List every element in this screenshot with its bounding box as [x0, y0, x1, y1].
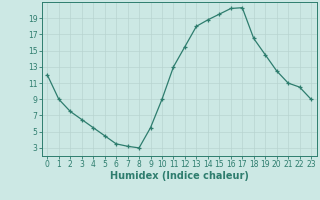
X-axis label: Humidex (Indice chaleur): Humidex (Indice chaleur) [110, 171, 249, 181]
